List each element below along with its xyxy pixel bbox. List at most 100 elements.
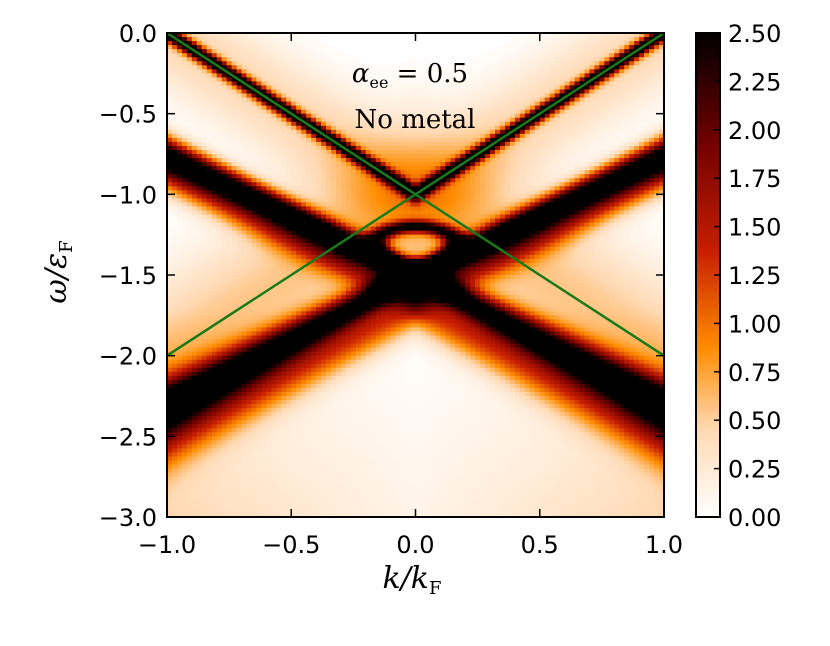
heatmap-cell — [331, 250, 337, 256]
heatmap-cell — [306, 343, 312, 349]
heatmap-cell — [201, 436, 208, 441]
heatmap-cell — [241, 412, 248, 417]
heatmap-cell — [201, 452, 208, 458]
heatmap-cell — [281, 315, 287, 320]
heatmap-cell — [301, 73, 307, 78]
heatmap-cell — [226, 512, 233, 517]
heatmap-cell — [256, 77, 263, 82]
heatmap-cell — [167, 65, 173, 70]
heatmap-cell — [335, 158, 342, 163]
heatmap-cell — [191, 343, 198, 349]
heatmap-cell — [340, 170, 347, 175]
heatmap-cell — [171, 432, 178, 437]
heatmap-cell — [266, 85, 272, 91]
heatmap-cell — [365, 299, 372, 304]
heatmap-cell — [246, 49, 253, 54]
heatmap-cell — [271, 331, 277, 337]
heatmap-cell — [211, 488, 218, 494]
heatmap-cell — [286, 456, 292, 462]
heatmap-cell — [291, 121, 297, 127]
heatmap-cell — [196, 222, 203, 228]
heatmap-cell — [276, 93, 282, 99]
heatmap-cell — [221, 387, 228, 393]
heatmap-cell — [261, 89, 267, 95]
heatmap-cell — [167, 109, 173, 115]
heatmap-cell — [291, 444, 297, 450]
heatmap-cell — [311, 448, 317, 454]
heatmap-cell — [286, 416, 292, 421]
heatmap-cell — [201, 73, 208, 78]
heatmap-cell — [271, 190, 277, 195]
heatmap-cell — [311, 452, 317, 458]
heatmap-cell — [276, 41, 282, 46]
heatmap-cell — [196, 174, 203, 179]
heatmap-cell — [321, 194, 327, 199]
heatmap-cell — [316, 428, 322, 433]
heatmap-cell — [246, 194, 253, 199]
heatmap-cell — [231, 234, 238, 240]
heatmap-cell — [176, 424, 183, 429]
heatmap-cell — [281, 41, 287, 46]
heatmap-cell — [261, 158, 267, 163]
heatmap-cell — [236, 319, 243, 324]
heatmap-cell — [211, 359, 218, 365]
heatmap-cell — [301, 101, 307, 107]
heatmap-cell — [345, 408, 352, 413]
heatmap-cell — [206, 319, 213, 324]
heatmap-cell — [331, 117, 337, 123]
heatmap-cell — [291, 327, 297, 333]
heatmap-cell — [256, 279, 263, 284]
heatmap-cell — [221, 166, 228, 171]
heatmap-cell — [365, 174, 372, 179]
heatmap-cell — [231, 476, 238, 482]
heatmap-cell — [335, 476, 342, 482]
heatmap-cell — [201, 145, 208, 151]
heatmap-cell — [355, 162, 362, 167]
heatmap-cell — [370, 69, 377, 74]
heatmap-cell — [306, 250, 312, 256]
heatmap-cell — [350, 230, 357, 236]
heatmap-cell — [201, 81, 208, 87]
heatmap-cell — [321, 331, 327, 337]
heatmap-cell — [167, 291, 173, 296]
heatmap-cell — [335, 101, 342, 107]
heatmap-cell — [231, 69, 238, 74]
heatmap-cell — [365, 230, 372, 236]
heatmap-cell — [301, 404, 307, 409]
heatmap-cell — [241, 456, 248, 462]
heatmap-cell — [251, 343, 258, 349]
heatmap-cell — [186, 65, 193, 70]
heatmap-cell — [246, 448, 253, 454]
heatmap-cell — [186, 214, 193, 220]
heatmap-cell — [291, 97, 297, 103]
heatmap-cell — [201, 416, 208, 421]
heatmap-cell — [286, 472, 292, 478]
heatmap-cell — [286, 391, 292, 397]
heatmap-cell — [201, 198, 208, 203]
heatmap-cell — [266, 33, 272, 38]
heatmap-cell — [186, 141, 193, 147]
heatmap-cell — [321, 468, 327, 474]
heatmap-cell — [331, 375, 337, 381]
heatmap-cell — [331, 170, 337, 175]
heatmap-cell — [167, 295, 173, 300]
heatmap-cell — [360, 105, 367, 111]
heatmap-cell — [167, 89, 173, 95]
heatmap-cell — [321, 484, 327, 490]
heatmap-cell — [251, 105, 258, 111]
heatmap-cell — [365, 194, 372, 199]
heatmap-cell — [226, 61, 233, 66]
heatmap-cell — [331, 190, 337, 195]
heatmap-cell — [286, 73, 292, 78]
heatmap-cell — [370, 170, 377, 175]
heatmap-cell — [261, 448, 267, 454]
heatmap-cell — [191, 270, 198, 276]
heatmap-cell — [291, 396, 297, 401]
heatmap-cell — [251, 174, 258, 179]
heatmap-cell — [296, 295, 302, 300]
heatmap-cell — [221, 504, 228, 510]
heatmap-cell — [226, 105, 233, 111]
heatmap-cell — [186, 182, 193, 187]
heatmap-cell — [196, 391, 203, 397]
heatmap-cell — [241, 238, 248, 244]
